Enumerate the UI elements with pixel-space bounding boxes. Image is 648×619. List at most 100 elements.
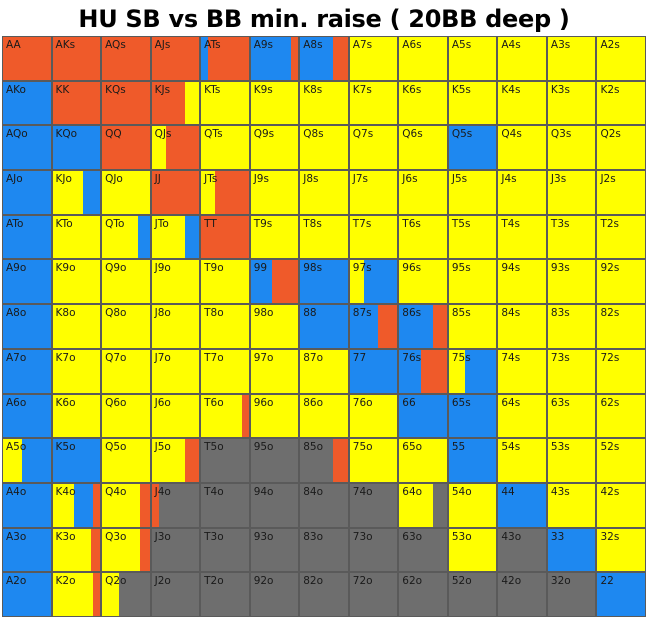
hand-label: 53s	[550, 441, 570, 454]
action-segment-call	[250, 394, 299, 438]
action-segment-fold	[448, 573, 497, 616]
hand-label: A5s	[451, 39, 472, 51]
hand-cell-63s: 63s	[547, 394, 596, 438]
hand-cell-32o: 32o	[547, 573, 596, 616]
action-segment-raise	[165, 126, 200, 170]
hand-cell-94s: 94s	[498, 260, 546, 304]
hand-cell-98o: 98o	[250, 305, 299, 348]
action-segment-call	[349, 171, 398, 214]
action-segment-call	[102, 305, 150, 348]
action-segment-call	[151, 349, 200, 393]
action-segment-raise	[241, 394, 249, 438]
action-segment-call	[349, 260, 365, 304]
hand-cell-T2o: T2o	[201, 573, 249, 616]
hand-cell-A3s: A3s	[547, 37, 596, 80]
action-segment-call	[151, 439, 185, 482]
hand-label: AKs	[55, 39, 76, 51]
hand-cell-KQs: KQs	[102, 81, 150, 125]
hand-cell-83o: 83o	[300, 528, 348, 572]
hand-label: 86s	[402, 307, 422, 320]
hand-cell-85o: 85o	[300, 439, 348, 482]
hand-label: AQo	[6, 128, 28, 141]
hand-label: Q4s	[501, 128, 522, 141]
action-segment-call	[102, 260, 150, 304]
action-segment-call	[102, 349, 150, 393]
hand-cell-55: 55	[448, 439, 497, 482]
action-segment-call	[349, 439, 398, 482]
action-segment-fold	[349, 528, 398, 572]
hand-cell-J3o: J3o	[151, 528, 200, 572]
hand-label: 74s	[501, 351, 521, 364]
action-segment-call	[52, 349, 101, 393]
hand-label: 42s	[600, 485, 620, 498]
action-segment-call	[399, 260, 447, 304]
action-segment-call	[201, 305, 249, 348]
hand-cell-T8s: T8s	[300, 215, 348, 259]
hand-label: 84o	[303, 485, 324, 498]
action-segment-call	[448, 528, 497, 572]
hand-label: 98s	[303, 262, 323, 275]
hand-cell-K7o: K7o	[52, 349, 101, 393]
hand-cell-98s: 98s	[300, 260, 348, 304]
hand-cell-44: 44	[498, 483, 546, 527]
hand-cell-A2s: A2s	[597, 37, 645, 80]
hand-label: T2o	[204, 575, 224, 588]
hand-label: 87s	[352, 307, 372, 320]
hand-label: A2o	[6, 575, 27, 588]
hand-cell-QQ: QQ	[102, 126, 150, 170]
hand-label: 93s	[550, 262, 570, 275]
action-segment-shove	[73, 483, 93, 527]
hand-label: 44	[501, 485, 515, 498]
hand-label: A6o	[6, 396, 27, 409]
hand-cell-54o: 54o	[448, 483, 497, 527]
hand-label: JJ	[154, 173, 161, 186]
action-segment-call	[102, 439, 150, 482]
hand-cell-J4o: J4o	[151, 483, 200, 527]
action-segment-call	[52, 483, 74, 527]
hand-cell-74o: 74o	[349, 483, 398, 527]
action-segment-shove	[300, 37, 334, 80]
action-segment-shove	[364, 260, 398, 304]
hand-label: J3o	[154, 530, 171, 543]
action-segment-call	[184, 81, 200, 125]
hand-label: KQs	[105, 83, 126, 96]
action-segment-call	[448, 349, 466, 393]
hand-label: Q8o	[105, 307, 127, 320]
hand-label: 82s	[600, 307, 620, 320]
hand-cell-97s: 97s	[349, 260, 398, 304]
hand-cell-T9s: T9s	[250, 215, 299, 259]
action-segment-fold	[349, 483, 398, 527]
hand-label: Q2s	[600, 128, 621, 141]
hand-cell-J5s: J5s	[448, 171, 497, 214]
action-segment-call	[102, 483, 141, 527]
action-segment-call	[250, 215, 299, 259]
hand-cell-97o: 97o	[250, 349, 299, 393]
action-segment-call	[151, 215, 185, 259]
hand-cell-T5s: T5s	[448, 215, 497, 259]
hand-cell-ATo: ATo	[3, 215, 51, 259]
hand-cell-22: 22	[597, 573, 645, 616]
action-segment-call	[597, 215, 645, 259]
action-segment-shove	[201, 37, 209, 80]
hand-label: K3o	[55, 530, 76, 543]
hand-cell-K4s: K4s	[498, 81, 546, 125]
hand-cell-ATs: ATs	[201, 37, 249, 80]
hand-label: K7o	[55, 351, 76, 364]
hand-label: 62o	[402, 575, 423, 588]
action-segment-raise	[201, 215, 249, 259]
action-segment-call	[300, 394, 348, 438]
action-segment-call	[300, 171, 348, 214]
hand-label: 64o	[402, 485, 423, 498]
hand-cell-K8o: K8o	[52, 305, 101, 348]
hand-label: T9s	[253, 217, 273, 230]
hand-label: K2o	[55, 575, 76, 588]
hand-label: 95o	[253, 441, 274, 454]
hand-cell-A7s: A7s	[349, 37, 398, 80]
hand-label: Q9s	[253, 128, 275, 141]
action-segment-fold	[432, 483, 447, 527]
action-segment-fold	[300, 573, 348, 616]
action-segment-raise	[92, 573, 101, 616]
hand-cell-T4s: T4s	[498, 215, 546, 259]
hand-cell-K8s: K8s	[300, 81, 348, 125]
action-segment-shove	[250, 37, 292, 80]
